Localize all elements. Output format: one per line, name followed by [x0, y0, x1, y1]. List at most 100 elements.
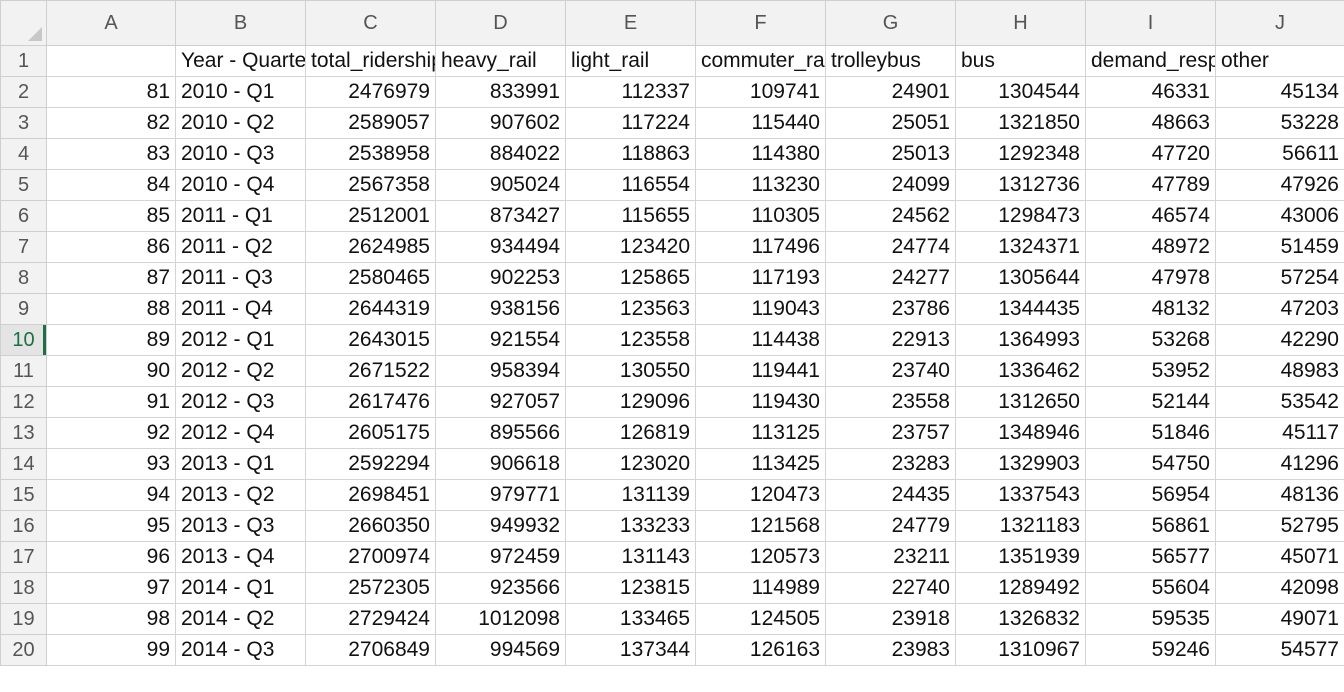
data-cell[interactable]: 47720 [1085, 138, 1216, 170]
data-cell[interactable]: 1364993 [955, 324, 1086, 356]
data-cell[interactable]: 117193 [695, 262, 826, 294]
data-cell[interactable]: 82 [46, 107, 176, 139]
data-cell[interactable]: 42290 [1215, 324, 1344, 356]
data-cell[interactable]: 23211 [825, 541, 956, 573]
data-cell[interactable]: 2512001 [305, 200, 436, 232]
data-cell[interactable]: 126163 [695, 634, 826, 666]
data-cell[interactable]: 56611 [1215, 138, 1344, 170]
data-cell[interactable]: 54577 [1215, 634, 1344, 666]
row-header[interactable]: 1 [0, 45, 47, 77]
data-cell[interactable]: 87 [46, 262, 176, 294]
data-cell[interactable]: 24774 [825, 231, 956, 263]
column-header-j[interactable]: J [1215, 0, 1344, 46]
data-cell[interactable]: 52795 [1215, 510, 1344, 542]
data-cell[interactable]: 2624985 [305, 231, 436, 263]
data-cell[interactable]: 972459 [435, 541, 566, 573]
row-header[interactable]: 14 [0, 448, 47, 480]
row-header[interactable]: 19 [0, 603, 47, 635]
row-header[interactable]: 3 [0, 107, 47, 139]
column-header-e[interactable]: E [565, 0, 696, 46]
data-cell[interactable]: 2011 - Q2 [175, 231, 306, 263]
data-cell[interactable]: 94 [46, 479, 176, 511]
data-cell[interactable]: 81 [46, 76, 176, 108]
data-cell[interactable]: 84 [46, 169, 176, 201]
data-cell[interactable]: 123563 [565, 293, 696, 325]
row-header[interactable]: 6 [0, 200, 47, 232]
data-cell[interactable]: 48136 [1215, 479, 1344, 511]
data-cell[interactable]: 2013 - Q3 [175, 510, 306, 542]
data-cell[interactable]: 99 [46, 634, 176, 666]
header-cell[interactable]: other [1215, 45, 1344, 77]
data-cell[interactable]: 123020 [565, 448, 696, 480]
data-cell[interactable]: 59246 [1085, 634, 1216, 666]
data-cell[interactable]: 123420 [565, 231, 696, 263]
data-cell[interactable]: 93 [46, 448, 176, 480]
data-cell[interactable]: 2012 - Q3 [175, 386, 306, 418]
data-cell[interactable]: 2010 - Q1 [175, 76, 306, 108]
row-header[interactable]: 15 [0, 479, 47, 511]
data-cell[interactable]: 2011 - Q4 [175, 293, 306, 325]
data-cell[interactable]: 90 [46, 355, 176, 387]
data-cell[interactable]: 110305 [695, 200, 826, 232]
data-cell[interactable]: 1298473 [955, 200, 1086, 232]
data-cell[interactable]: 125865 [565, 262, 696, 294]
data-cell[interactable]: 23740 [825, 355, 956, 387]
data-cell[interactable]: 123558 [565, 324, 696, 356]
data-cell[interactable]: 2660350 [305, 510, 436, 542]
data-cell[interactable]: 1329903 [955, 448, 1086, 480]
data-cell[interactable]: 23283 [825, 448, 956, 480]
data-cell[interactable]: 109741 [695, 76, 826, 108]
data-cell[interactable]: 923566 [435, 572, 566, 604]
data-cell[interactable]: 2538958 [305, 138, 436, 170]
column-header-f[interactable]: F [695, 0, 826, 46]
data-cell[interactable]: 2592294 [305, 448, 436, 480]
row-header[interactable]: 2 [0, 76, 47, 108]
data-cell[interactable]: 22740 [825, 572, 956, 604]
data-cell[interactable]: 112337 [565, 76, 696, 108]
data-cell[interactable]: 53952 [1085, 355, 1216, 387]
data-cell[interactable]: 23757 [825, 417, 956, 449]
row-header[interactable]: 4 [0, 138, 47, 170]
data-cell[interactable]: 45117 [1215, 417, 1344, 449]
data-cell[interactable]: 55604 [1085, 572, 1216, 604]
data-cell[interactable]: 123815 [565, 572, 696, 604]
data-cell[interactable]: 48983 [1215, 355, 1344, 387]
data-cell[interactable]: 91 [46, 386, 176, 418]
data-cell[interactable]: 92 [46, 417, 176, 449]
data-cell[interactable]: 873427 [435, 200, 566, 232]
data-cell[interactable]: 86 [46, 231, 176, 263]
data-cell[interactable]: 133233 [565, 510, 696, 542]
data-cell[interactable]: 2012 - Q4 [175, 417, 306, 449]
data-cell[interactable]: 979771 [435, 479, 566, 511]
header-cell[interactable]: total_ridership [305, 45, 436, 77]
data-cell[interactable]: 130550 [565, 355, 696, 387]
data-cell[interactable]: 47203 [1215, 293, 1344, 325]
data-cell[interactable]: 118863 [565, 138, 696, 170]
data-cell[interactable]: 1305644 [955, 262, 1086, 294]
data-cell[interactable]: 53542 [1215, 386, 1344, 418]
data-cell[interactable]: 131143 [565, 541, 696, 573]
data-cell[interactable]: 25051 [825, 107, 956, 139]
data-cell[interactable]: 2013 - Q2 [175, 479, 306, 511]
data-cell[interactable]: 958394 [435, 355, 566, 387]
header-cell[interactable] [46, 45, 176, 77]
header-cell[interactable]: light_rail [565, 45, 696, 77]
data-cell[interactable]: 88 [46, 293, 176, 325]
data-cell[interactable]: 52144 [1085, 386, 1216, 418]
data-cell[interactable]: 2580465 [305, 262, 436, 294]
column-header-c[interactable]: C [305, 0, 436, 46]
data-cell[interactable]: 115440 [695, 107, 826, 139]
row-header[interactable]: 12 [0, 386, 47, 418]
data-cell[interactable]: 57254 [1215, 262, 1344, 294]
data-cell[interactable]: 2013 - Q4 [175, 541, 306, 573]
data-cell[interactable]: 905024 [435, 169, 566, 201]
data-cell[interactable]: 113125 [695, 417, 826, 449]
data-cell[interactable]: 1292348 [955, 138, 1086, 170]
data-cell[interactable]: 22913 [825, 324, 956, 356]
data-cell[interactable]: 2729424 [305, 603, 436, 635]
data-cell[interactable]: 902253 [435, 262, 566, 294]
data-cell[interactable]: 54750 [1085, 448, 1216, 480]
column-header-b[interactable]: B [175, 0, 306, 46]
data-cell[interactable]: 833991 [435, 76, 566, 108]
data-cell[interactable]: 137344 [565, 634, 696, 666]
